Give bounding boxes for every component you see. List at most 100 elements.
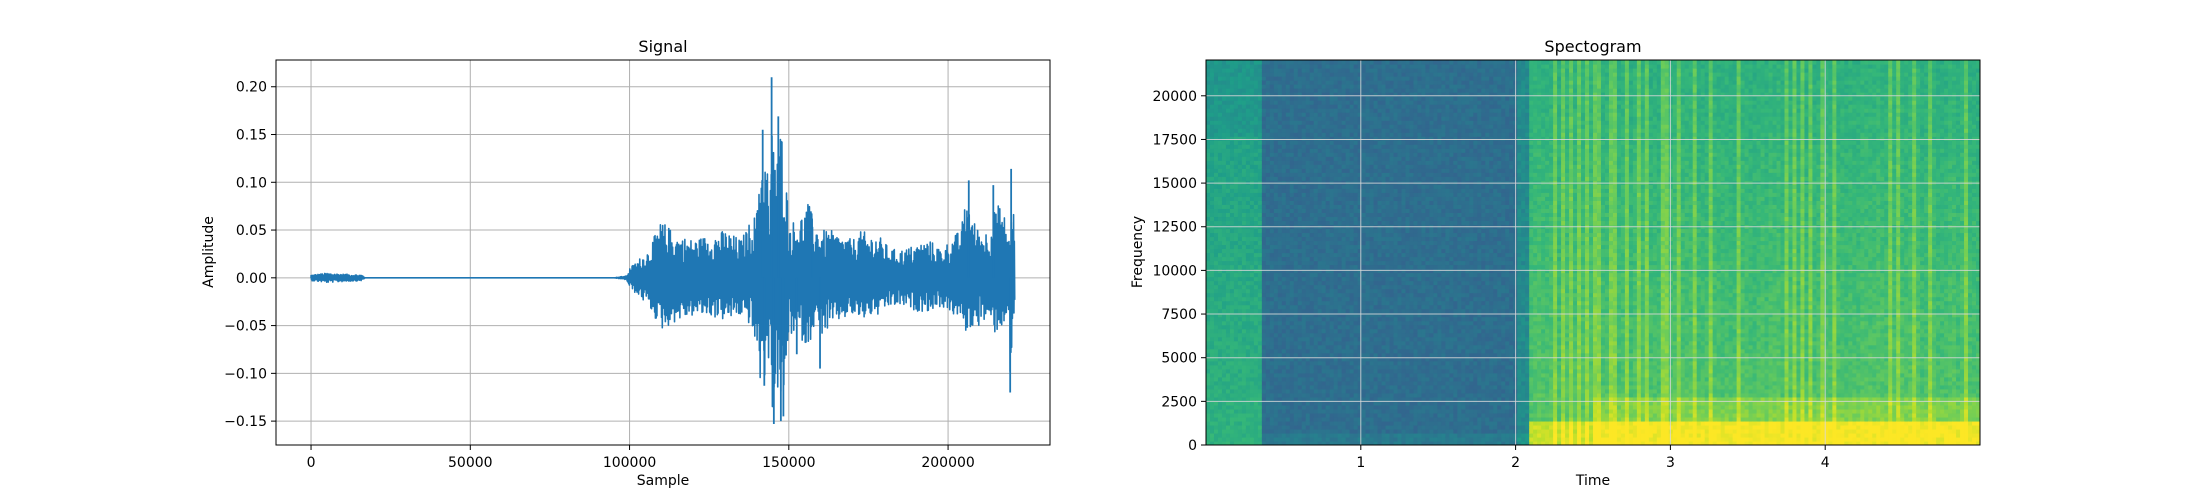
spectrogram-cell <box>1397 376 1403 382</box>
spectrogram-cell <box>1269 432 1275 438</box>
spectrogram-cell <box>1297 300 1303 306</box>
spectrogram-cell <box>1261 408 1267 414</box>
spectrogram-cell <box>1261 236 1267 242</box>
spectrogram-cell <box>1369 372 1375 378</box>
spectrogram-cell <box>1361 304 1367 310</box>
spectrogram-cell <box>1305 216 1311 222</box>
spectrogram-cell <box>1357 216 1363 222</box>
spectrogram-cell <box>1273 344 1279 350</box>
spectrogram-cell <box>1261 292 1267 298</box>
spectrogram-cell <box>1273 396 1279 402</box>
spectrogram-cell <box>1313 108 1319 113</box>
spectrogram-cell <box>1389 308 1395 314</box>
spectrogram-cell <box>1233 212 1239 218</box>
spectrogram-cell <box>1329 432 1335 438</box>
spectrogram-cell <box>1245 168 1251 173</box>
spectrogram-cell <box>1341 160 1347 165</box>
spectrogram-cell <box>1337 160 1343 165</box>
spectrogram-cell <box>1389 264 1395 270</box>
spectrogram-cell <box>1393 100 1399 105</box>
spectrogram-cell <box>1241 260 1247 266</box>
spectrogram-cell <box>1349 376 1355 382</box>
spectrogram-cell <box>1301 156 1307 161</box>
spectrogram-cell <box>1261 192 1267 197</box>
spectrogram-cell <box>1333 396 1339 402</box>
spectrogram-cell <box>1325 420 1331 426</box>
spectrogram-cell <box>1377 296 1383 302</box>
spectrogram-cell <box>1269 332 1275 338</box>
spectrogram-cell <box>1253 404 1259 410</box>
spectrogram-cell <box>1313 208 1319 213</box>
spectrogram-cell <box>1249 392 1255 398</box>
spectrogram-cell <box>1313 140 1319 145</box>
spectrogram-cell <box>1369 216 1375 222</box>
spectrogram-cell <box>1277 72 1283 77</box>
spectrogram-cell <box>1353 104 1359 109</box>
spectrogram-cell <box>1221 132 1227 137</box>
spectrogram-cell <box>1377 324 1383 330</box>
spectrogram-cell <box>1241 68 1247 73</box>
spectrogram-cell <box>1237 244 1243 250</box>
spectrogram-cell <box>1345 320 1351 326</box>
spectrogram-cell <box>1206 140 1211 145</box>
spectrogram-cell <box>1365 248 1371 254</box>
spectrogram-cell <box>1221 92 1227 97</box>
spectrogram-cell <box>1221 116 1227 121</box>
spectrogram-cell <box>1277 124 1283 129</box>
spectrogram-cell <box>1369 240 1375 246</box>
spectrogram-cell <box>1345 424 1351 430</box>
spectrogram-cell <box>1369 440 1375 445</box>
spectrogram-cell <box>1233 240 1239 246</box>
spectrogram-cell <box>1381 196 1387 201</box>
spectrogram-cell <box>1377 372 1383 378</box>
spectrogram-cell <box>1229 156 1235 161</box>
spectrogram-cell <box>1325 384 1331 390</box>
spectrogram-cell <box>1329 344 1335 350</box>
spectrogram-cell <box>1365 232 1371 238</box>
spectrogram-cell <box>1209 176 1215 181</box>
spectrogram-cell <box>1217 292 1223 298</box>
spectrogram-cell <box>1221 208 1227 213</box>
spectrogram-cell <box>1369 252 1375 258</box>
spectrogram-cell <box>1313 196 1319 201</box>
spectrogram-cell <box>1249 188 1255 193</box>
spectrogram-cell <box>1225 112 1231 117</box>
spectrogram-cell <box>1297 192 1303 197</box>
spectrogram-cell <box>1285 164 1291 169</box>
spectrogram-cell <box>1213 388 1219 394</box>
spectrogram-cell <box>1265 352 1271 358</box>
spectrogram-cell <box>1377 284 1383 290</box>
spectrogram-cell <box>1377 384 1383 390</box>
spectrogram-cell <box>1385 188 1391 193</box>
spectrogram-cell <box>1273 232 1279 238</box>
spectrogram-cell <box>1389 220 1395 226</box>
spectrogram-cell <box>1325 232 1331 238</box>
spectrogram-cell <box>1317 276 1323 282</box>
spectrogram-cell <box>1281 392 1287 398</box>
spectrogram-cell <box>1385 328 1391 334</box>
spectrogram-cell <box>1401 432 1407 438</box>
spectrogram-cell <box>1365 236 1371 242</box>
spectrogram-cell <box>1373 392 1379 398</box>
spectrogram-cell <box>1285 356 1291 362</box>
spectrogram-cell <box>1401 252 1407 258</box>
spectrogram-cell <box>1233 404 1239 410</box>
spectrogram-cell <box>1405 172 1411 177</box>
spectrogram-cell <box>1397 204 1403 209</box>
spectrogram-cell <box>1241 168 1247 173</box>
spectrogram-cell <box>1225 416 1231 422</box>
spectrogram-cell <box>1289 380 1295 386</box>
spectrogram-cell <box>1217 300 1223 306</box>
spectrogram-cell <box>1397 68 1403 73</box>
spectrogram-cell <box>1237 228 1243 234</box>
spectrogram-cell <box>1405 128 1411 133</box>
spectrogram-cell <box>1217 184 1223 189</box>
spectrogram-cell <box>1313 244 1319 250</box>
spectrogram-cell <box>1301 360 1307 366</box>
spectrogram-cell <box>1229 148 1235 153</box>
spectrogram-cell <box>1381 172 1387 177</box>
spectrogram-cell <box>1249 320 1255 326</box>
spectrogram-cell <box>1357 60 1363 65</box>
spectrogram-cell <box>1349 64 1355 69</box>
spectrogram-cell <box>1313 380 1319 386</box>
